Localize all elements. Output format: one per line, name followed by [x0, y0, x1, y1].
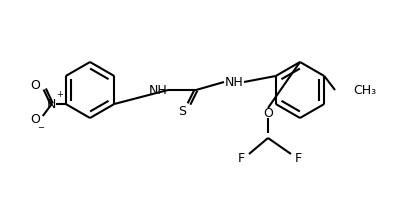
Text: CH₃: CH₃ — [353, 84, 376, 96]
Text: +: + — [56, 90, 63, 99]
Text: O: O — [30, 112, 40, 126]
Text: N: N — [47, 97, 57, 110]
Text: F: F — [238, 151, 245, 165]
Text: O: O — [263, 107, 273, 120]
Text: −: − — [37, 123, 44, 132]
Text: NH: NH — [148, 84, 168, 96]
Text: F: F — [295, 151, 302, 165]
Text: S: S — [178, 105, 186, 117]
Text: NH: NH — [225, 75, 244, 89]
Text: O: O — [30, 78, 40, 91]
